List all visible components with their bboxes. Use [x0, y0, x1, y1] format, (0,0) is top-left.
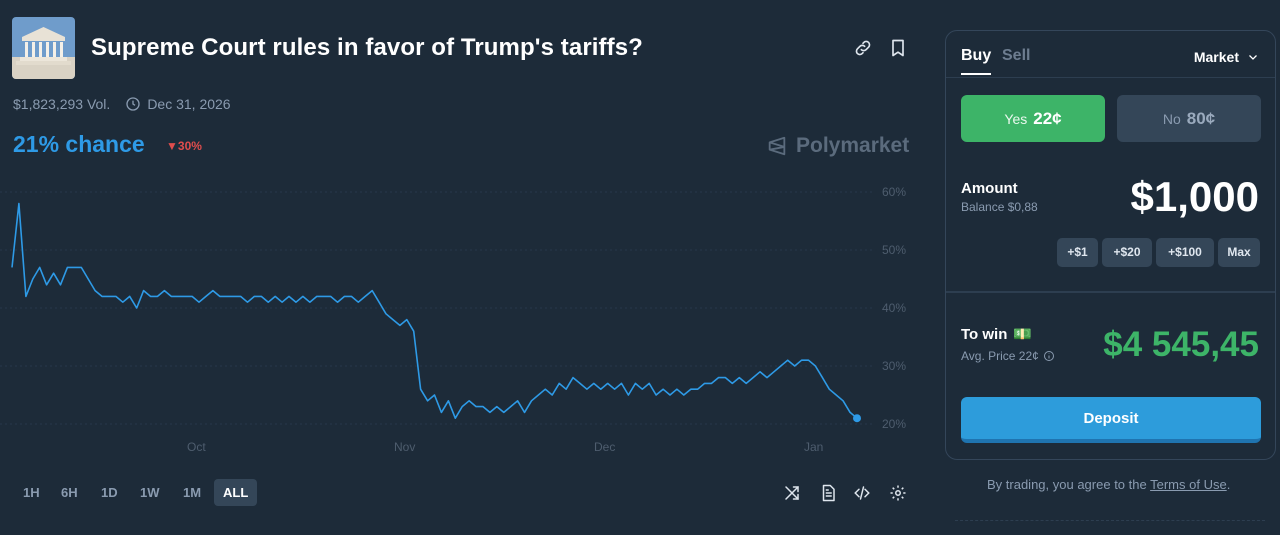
change-value: 30%	[177, 139, 202, 153]
brand-name: Polymarket	[796, 134, 910, 157]
terms-suffix: .	[1226, 477, 1231, 492]
info-icon[interactable]	[1043, 350, 1055, 362]
add-100-button[interactable]: +$100	[1156, 238, 1214, 267]
active-tab-underline	[961, 73, 991, 75]
range-1h-button[interactable]: 1H	[23, 485, 40, 500]
tab-sell[interactable]: Sell	[1002, 47, 1031, 64]
embed-code-icon[interactable]	[853, 484, 871, 502]
divider	[946, 77, 1275, 78]
bookmark-icon[interactable]	[888, 38, 908, 58]
settings-gear-icon[interactable]	[889, 484, 907, 502]
y-tick-label: 20%	[882, 417, 907, 431]
terms-notice: By trading, you agree to the Terms of Us…	[987, 477, 1230, 492]
x-tick-label: Dec	[594, 440, 616, 454]
current-price-dot	[853, 414, 861, 423]
order-type-label: Market	[1193, 49, 1239, 65]
max-button[interactable]: Max	[1218, 238, 1260, 267]
yes-outcome-button[interactable]: Yes 22¢	[961, 95, 1105, 142]
shuffle-icon[interactable]	[783, 484, 801, 502]
x-tick-label: Oct	[187, 440, 206, 454]
x-tick-label: Jan	[804, 440, 824, 454]
deposit-button[interactable]: Deposit	[961, 397, 1261, 443]
range-1w-button[interactable]: 1W	[140, 485, 160, 500]
volume: $1,823,293 Vol.	[13, 96, 111, 112]
order-type-dropdown[interactable]: Market	[1194, 49, 1259, 65]
range-1m-button[interactable]: 1M	[183, 485, 202, 500]
y-tick-label: 50%	[882, 243, 907, 257]
chevron-down-icon	[1249, 55, 1257, 60]
link-icon[interactable]	[853, 38, 873, 58]
amount-input[interactable]: $1,000	[1130, 173, 1259, 220]
polymarket-icon	[768, 136, 786, 156]
trade-panel: Buy Sell Market Yes 22¢ No 80¢ Amount Ba…	[945, 30, 1276, 460]
no-label: No	[1162, 110, 1181, 127]
market-title: Supreme Court rules in favor of Trump's …	[91, 34, 643, 61]
amount-label: Amount	[961, 180, 1018, 197]
avg-price: Avg. Price 22¢	[961, 349, 1055, 363]
range-1d-button[interactable]: 1D	[101, 485, 118, 500]
tab-buy[interactable]: Buy	[961, 47, 992, 64]
end-date: Dec 31, 2026	[147, 96, 231, 112]
add-20-button[interactable]: +$20	[1102, 238, 1152, 267]
down-arrow-icon: ▼	[166, 139, 178, 153]
polymarket-logo: Polymarket	[766, 134, 909, 158]
market-thumbnail	[12, 17, 75, 79]
terms-prefix: By trading, you agree to the	[987, 477, 1147, 492]
divider	[955, 520, 1265, 521]
to-win-label: To win 💵	[961, 325, 1033, 344]
range-6h-button[interactable]: 6H	[61, 485, 78, 500]
price-chart[interactable]	[0, 180, 880, 440]
change-badge: ▼30%	[166, 139, 202, 153]
price-line	[11, 202, 858, 419]
y-tick-label: 30%	[882, 359, 907, 373]
add-1-button[interactable]: +$1	[1057, 238, 1098, 267]
yes-label: Yes	[1004, 110, 1028, 127]
to-win-text: To win	[961, 325, 1008, 343]
balance: Balance $0,88	[961, 200, 1038, 214]
y-tick-label: 40%	[882, 301, 907, 315]
yes-price: 22¢	[1033, 108, 1062, 128]
terms-of-use-link[interactable]: Terms of Use	[1150, 477, 1227, 492]
x-tick-label: Nov	[394, 440, 416, 454]
no-price: 80¢	[1186, 108, 1216, 128]
money-icon: 💵	[1013, 326, 1033, 343]
no-outcome-button[interactable]: No 80¢	[1117, 95, 1261, 142]
to-win-value: $4 545,45	[1103, 325, 1259, 364]
range-all-button[interactable]: ALL	[214, 479, 258, 506]
clock-icon	[126, 97, 140, 111]
market-meta: $1,823,293 Vol. Dec 31, 2026	[13, 96, 231, 112]
chance-percent: 21% chance	[13, 131, 145, 157]
avg-price-text: Avg. Price 22¢	[961, 349, 1039, 363]
divider	[946, 291, 1275, 293]
document-icon[interactable]	[819, 484, 837, 502]
y-tick-label: 60%	[882, 185, 907, 199]
